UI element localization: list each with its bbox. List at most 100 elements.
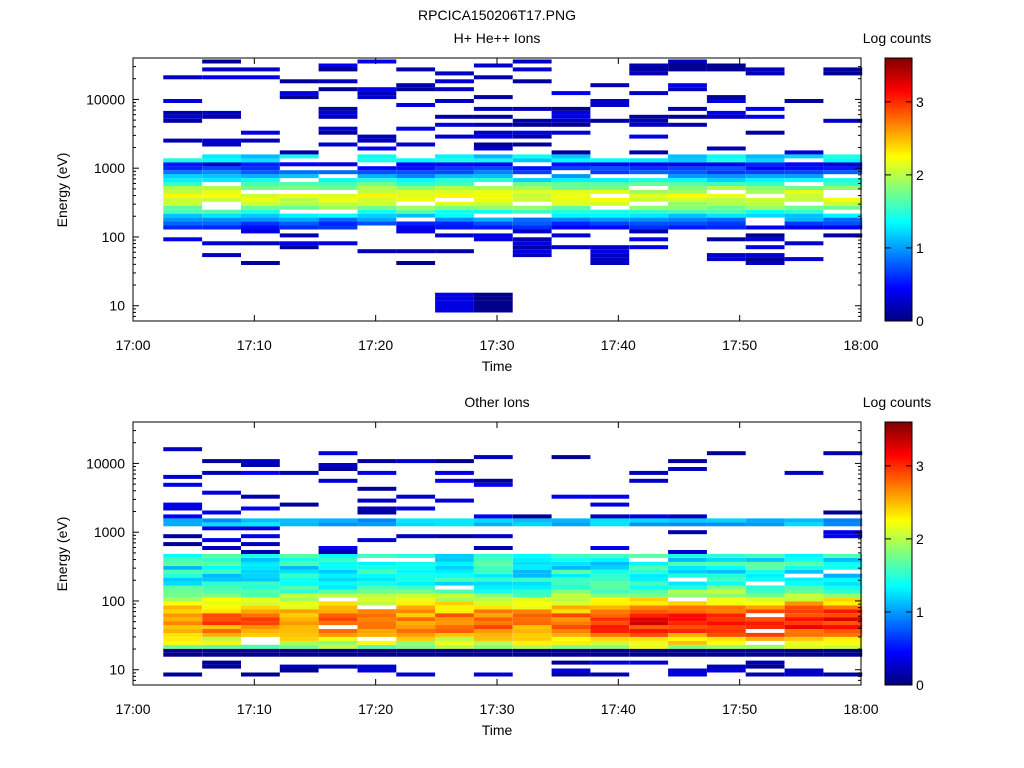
spectrogram-cell bbox=[706, 597, 746, 602]
spectrogram-cell bbox=[473, 597, 513, 602]
spectrogram-cell bbox=[318, 585, 358, 590]
spectrogram-cell bbox=[357, 597, 397, 602]
spectrogram-cell bbox=[668, 87, 707, 92]
spectrogram-cells bbox=[163, 447, 863, 677]
spectrogram-cell bbox=[163, 617, 203, 622]
spectrogram-cell bbox=[357, 205, 397, 210]
spectrogram-cell bbox=[202, 67, 241, 72]
spectrogram-cell bbox=[202, 189, 241, 194]
spectrogram-cell bbox=[668, 625, 707, 629]
spectrogram-cell bbox=[706, 652, 746, 657]
spectrogram-cell bbox=[551, 205, 591, 210]
spectrogram-cell bbox=[473, 553, 513, 558]
spectrogram-cell bbox=[823, 652, 863, 657]
spectrogram-cell bbox=[551, 581, 591, 586]
spectrogram-cell bbox=[279, 597, 319, 602]
spectrogram-cell bbox=[279, 648, 319, 653]
spectrogram-cell bbox=[551, 636, 591, 641]
spectrogram-cell bbox=[629, 67, 669, 72]
spectrogram-cell bbox=[590, 178, 630, 183]
spectrogram-cell bbox=[551, 585, 591, 590]
spectrogram-cell bbox=[241, 241, 280, 246]
spectrogram-cell bbox=[318, 640, 358, 645]
spectrogram-cell bbox=[396, 166, 436, 171]
spectrogram-cell bbox=[551, 629, 591, 633]
spectrogram-cell bbox=[318, 142, 358, 147]
spectrogram-cell bbox=[435, 518, 474, 523]
spectrogram-cell bbox=[435, 640, 474, 645]
spectrogram-cell bbox=[435, 158, 474, 163]
spectrogram-cell bbox=[202, 585, 241, 590]
spectrogram-cell bbox=[241, 573, 280, 578]
spectrogram-cell bbox=[706, 178, 746, 183]
spectrogram-cell bbox=[241, 162, 280, 167]
spectrogram-cell bbox=[668, 186, 707, 190]
spectrogram-cell bbox=[823, 553, 863, 558]
spectrogram-cell bbox=[629, 217, 669, 222]
spectrogram-cell bbox=[435, 629, 474, 633]
spectrogram-cell bbox=[241, 621, 280, 626]
spectrogram-cell bbox=[629, 652, 669, 657]
spectrogram-cell bbox=[551, 201, 591, 206]
spectrogram-cell bbox=[163, 201, 203, 206]
spectrogram-cell bbox=[512, 557, 552, 562]
spectrogram-cell bbox=[163, 158, 203, 163]
spectrogram-cell bbox=[512, 118, 552, 123]
spectrogram-cell bbox=[473, 300, 513, 305]
spectrogram-cell bbox=[512, 593, 552, 598]
spectrogram-cell bbox=[396, 205, 436, 210]
spectrogram-cell bbox=[279, 557, 319, 562]
spectrogram-cell bbox=[279, 636, 319, 641]
spectrogram-cell bbox=[551, 621, 591, 626]
spectrogram-cell bbox=[745, 664, 785, 669]
spectrogram-cell bbox=[163, 585, 203, 590]
spectrogram-cell bbox=[668, 67, 707, 72]
spectrogram-cell bbox=[551, 110, 591, 115]
spectrogram-cell bbox=[745, 577, 785, 582]
spectrogram-cell bbox=[551, 166, 591, 171]
spectrogram-cell bbox=[668, 197, 707, 202]
spectrogram-cell bbox=[784, 632, 824, 637]
spectrogram-cell bbox=[706, 636, 746, 641]
spectrogram-cell bbox=[784, 193, 824, 198]
spectrogram-cell bbox=[823, 67, 863, 72]
spectrogram-cell bbox=[202, 617, 241, 622]
spectrogram-cell bbox=[784, 225, 824, 230]
spectrogram-cell bbox=[590, 569, 630, 574]
spectrogram-cell bbox=[163, 613, 203, 618]
spectrogram-cell bbox=[706, 664, 746, 669]
spectrogram-cell bbox=[241, 534, 280, 539]
spectrogram-cell bbox=[590, 197, 630, 202]
spectrogram-cell bbox=[784, 577, 824, 582]
spectrogram-cell bbox=[823, 565, 863, 570]
spectrogram-cell bbox=[590, 502, 630, 507]
spectrogram-cell bbox=[784, 609, 824, 614]
spectrogram-cell bbox=[318, 193, 358, 198]
spectrogram-cell bbox=[551, 455, 591, 460]
spectrogram-cell bbox=[784, 241, 824, 246]
spectrogram-cell bbox=[435, 193, 474, 198]
spectrogram-cell bbox=[473, 95, 513, 100]
spectrogram-cell bbox=[512, 652, 552, 657]
spectrogram-cell bbox=[318, 644, 358, 649]
spectrogram-cell bbox=[202, 459, 241, 464]
spectrogram-cell bbox=[279, 625, 319, 629]
spectrogram-cell bbox=[629, 118, 669, 123]
spectrogram-cell bbox=[241, 75, 280, 80]
spectrogram-cell bbox=[629, 573, 669, 578]
spectrogram-cell bbox=[706, 253, 746, 258]
spectrogram-cell bbox=[435, 304, 474, 309]
spectrogram-cell bbox=[512, 134, 552, 139]
spectrogram-cell bbox=[202, 213, 241, 218]
spectrogram-cell bbox=[241, 221, 280, 226]
spectrogram-cell bbox=[241, 506, 280, 511]
spectrogram-cell bbox=[745, 225, 785, 230]
spectrogram-cell bbox=[396, 494, 436, 499]
spectrogram-cell bbox=[745, 621, 785, 626]
spectrogram-cell bbox=[512, 581, 552, 586]
spectrogram-cell bbox=[629, 71, 669, 76]
spectrogram-cell bbox=[473, 233, 513, 238]
spectrogram-cell bbox=[279, 577, 319, 582]
spectrogram-cell bbox=[668, 605, 707, 610]
y-tick-label: 10 bbox=[109, 662, 125, 678]
